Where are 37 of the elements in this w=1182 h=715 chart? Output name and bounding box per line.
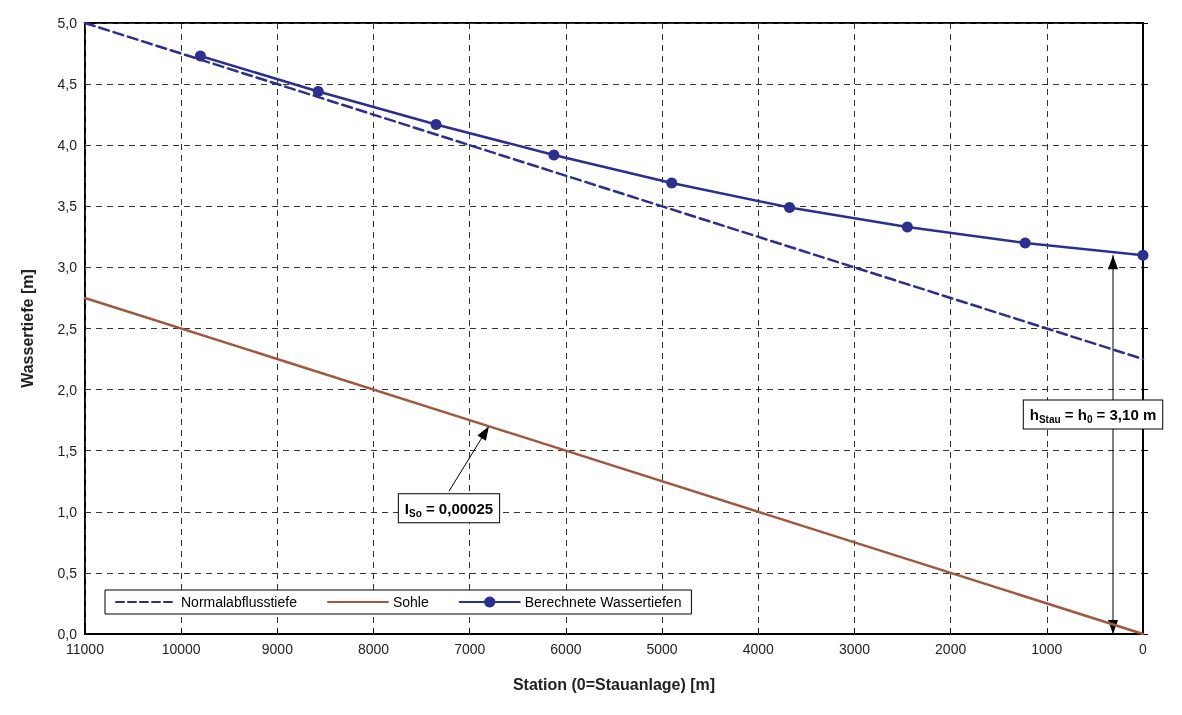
x-tick-label: 9000 bbox=[261, 641, 294, 657]
x-tick-label: 0 bbox=[1139, 641, 1148, 657]
x-tick-label: 1000 bbox=[1031, 641, 1063, 657]
x-tick-label: 2000 bbox=[935, 641, 967, 657]
y-axis-title: Wassertiefe [m] bbox=[18, 269, 36, 388]
point bbox=[1019, 237, 1031, 249]
y-tick-label: 3,5 bbox=[57, 198, 78, 215]
point bbox=[901, 221, 913, 233]
x-tick-label: 8000 bbox=[357, 641, 390, 657]
point bbox=[430, 118, 442, 130]
x-tick-label: 10000 bbox=[161, 641, 201, 657]
y-tick-label: 1,0 bbox=[57, 503, 78, 520]
y-tick-label: 4,5 bbox=[57, 76, 78, 93]
point bbox=[1137, 249, 1149, 261]
y-tick-label: 0,0 bbox=[57, 626, 78, 642]
y-tick-label: 4,0 bbox=[57, 137, 78, 154]
legend-label: Normalabflusstiefe bbox=[181, 594, 298, 610]
point bbox=[548, 149, 560, 161]
point bbox=[784, 202, 796, 214]
point bbox=[194, 50, 206, 62]
legend-label: Berechnete Wassertiefen bbox=[524, 594, 682, 610]
x-tick-label: 4000 bbox=[742, 641, 775, 657]
y-tick-label: 2,5 bbox=[57, 320, 78, 337]
y-tick-label: 0,5 bbox=[57, 564, 78, 581]
y-tick-label: 1,5 bbox=[57, 442, 78, 459]
point bbox=[312, 85, 324, 97]
x-axis-title: Station (0=Stauanlage) [m] bbox=[512, 675, 716, 693]
x-tick-label: 11000 bbox=[66, 641, 105, 657]
y-tick-label: 3,0 bbox=[57, 259, 78, 276]
x-tick-label: 5000 bbox=[646, 641, 678, 657]
y-tick-label: 5,0 bbox=[57, 15, 78, 31]
legend-label: Sohle bbox=[392, 594, 429, 610]
point bbox=[666, 177, 678, 189]
x-tick-label: 3000 bbox=[838, 641, 871, 657]
x-tick-label: 6000 bbox=[550, 641, 582, 657]
y-tick-label: 2,0 bbox=[57, 381, 78, 398]
x-tick-label: 7000 bbox=[454, 641, 486, 657]
